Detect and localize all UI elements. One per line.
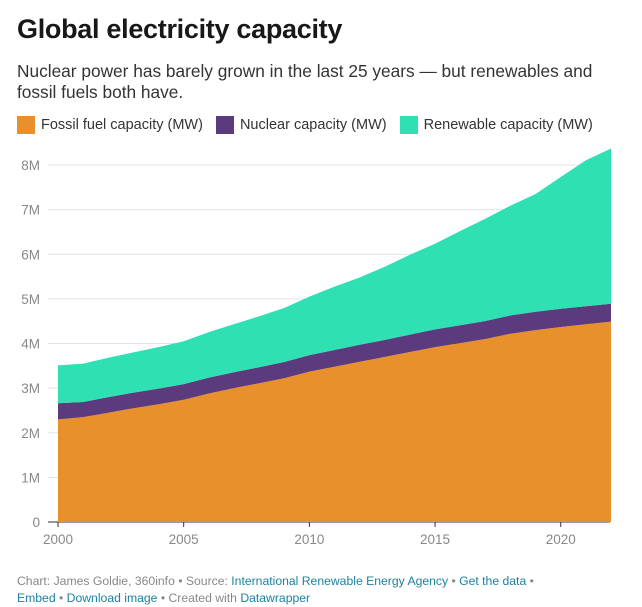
y-axis: 0 1M 2M 3M 4M 5M 6M 7M 8M <box>21 158 40 530</box>
y-tick-label: 3M <box>21 381 40 396</box>
x-tick-label: 2000 <box>43 532 73 547</box>
y-tick-label: 8M <box>21 158 40 173</box>
x-axis: 2000 2005 2010 2015 2020 <box>43 522 576 547</box>
legend-item-renewable: Renewable capacity (MW) <box>399 116 593 134</box>
legend-label-nuclear: Nuclear capacity (MW) <box>239 117 387 133</box>
x-tick-label: 2010 <box>294 532 324 547</box>
legend-swatch-nuclear <box>215 116 234 134</box>
get-data-link[interactable]: Get the data <box>459 574 527 588</box>
footer-sep: • <box>55 591 67 605</box>
chart-subtitle: Nuclear power has barely grown in the la… <box>17 61 593 102</box>
y-tick-label: 1M <box>21 470 40 485</box>
renewable-area <box>58 148 611 404</box>
y-tick-label: 6M <box>21 247 40 262</box>
legend-swatch-renewable <box>399 116 418 134</box>
y-tick-label: 5M <box>21 292 40 307</box>
x-tick-label: 2005 <box>169 532 199 547</box>
legend-swatch-fossil <box>17 116 35 134</box>
embed-link[interactable]: Embed <box>17 591 56 605</box>
nuclear-area <box>58 303 611 420</box>
chart-footer: Chart: James Goldie, 360info • Source: I… <box>17 573 627 607</box>
fossil-area <box>58 321 611 522</box>
legend-label-fossil: Fossil fuel capacity (MW) <box>41 117 203 133</box>
y-tick-label: 7M <box>21 203 40 218</box>
footer-sep: • <box>448 574 460 588</box>
footer-created-with: • Created with <box>157 591 241 605</box>
stacked-areas <box>58 148 611 522</box>
footer-sep: • <box>526 574 534 588</box>
y-tick-label: 2M <box>21 426 40 441</box>
source-link[interactable]: International Renewable Energy Agency <box>231 574 449 588</box>
legend-item-nuclear: Nuclear capacity (MW) <box>215 116 387 134</box>
datawrapper-link[interactable]: Datawrapper <box>240 591 311 605</box>
legend-label-renewable: Renewable capacity (MW) <box>423 117 593 133</box>
area-chart: 0 1M 2M 3M 4M 5M 6M 7M 8M 2000 2005 2010 2015 2020 <box>21 148 611 547</box>
footer-credit: Chart: James Goldie, 360info • Source: <box>17 574 232 588</box>
legend-item-fossil: Fossil fuel capacity (MW) <box>17 116 203 134</box>
y-tick-label: 0 <box>32 515 40 530</box>
x-tick-label: 2020 <box>546 532 576 547</box>
download-image-link[interactable]: Download image <box>66 591 158 605</box>
chart-title: Global electricity capacity <box>17 14 343 44</box>
x-tick-label: 2015 <box>420 532 450 547</box>
y-tick-label: 4M <box>21 337 40 352</box>
legend: Fossil fuel capacity (MW) Nuclear capaci… <box>17 116 606 134</box>
